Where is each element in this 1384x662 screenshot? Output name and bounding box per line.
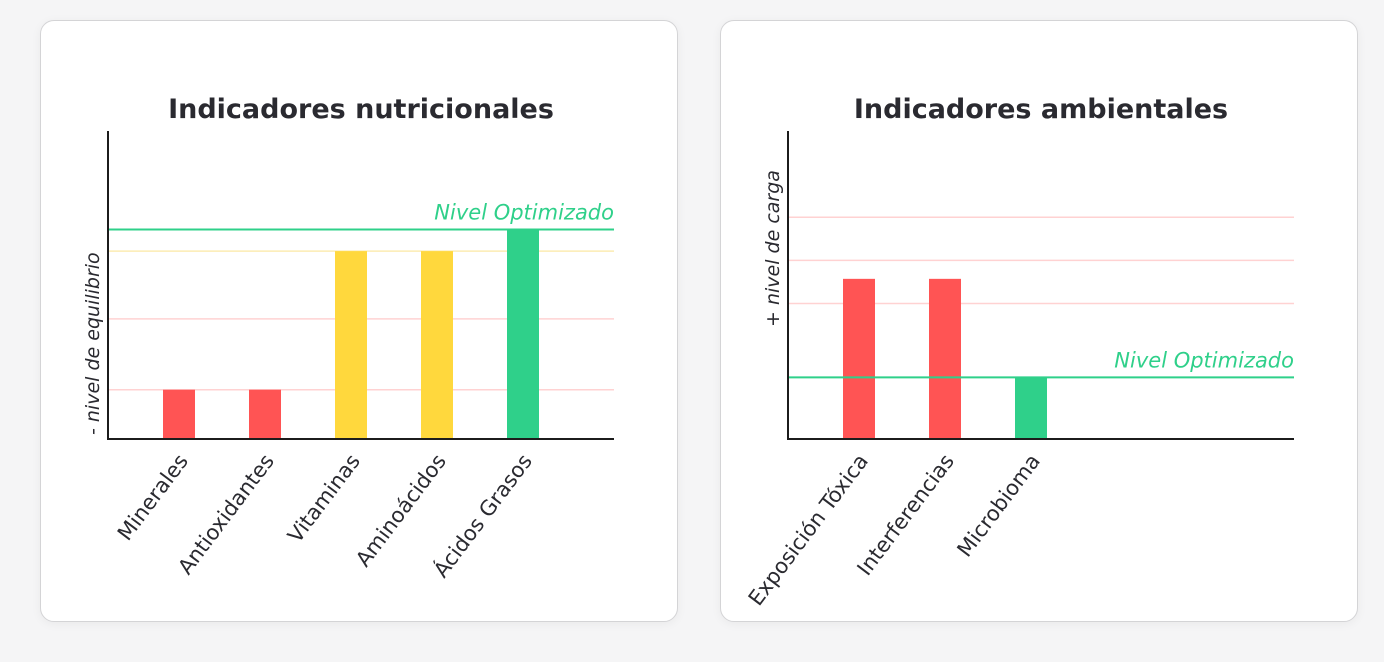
nutrition-bar-2: [335, 251, 367, 439]
nutrition-bar-1: [249, 389, 281, 439]
environment-chart-card: Indicadores ambientales + nivel de carga N…: [720, 20, 1358, 622]
nutrition-bar-4: [507, 229, 539, 439]
environment-optimal-label: Nivel Optimizado: [1114, 348, 1294, 372]
nutrition-chart-card: Indicadores nutricionales - nivel de equi…: [40, 20, 678, 622]
nutrition-tick-label-0: Minerales: [113, 450, 193, 545]
environment-tick-label-2: Microbioma: [952, 450, 1045, 562]
nutrition-bar-3: [421, 251, 453, 439]
nutrition-bar-0: [163, 389, 195, 439]
nutrition-chart: Indicadores nutricionales - nivel de equi…: [82, 94, 614, 582]
environment-bar-2: [1015, 377, 1047, 439]
nutrition-y-axis-label: - nivel de equilibrio: [82, 252, 104, 435]
nutrition-tick-label-2: Vitaminas: [283, 450, 365, 548]
environment-bar-1: [929, 278, 961, 439]
environment-chart-title: Indicadores ambientales: [854, 94, 1228, 125]
environment-y-axis-label: + nivel de carga: [762, 170, 784, 327]
environment-bar-0: [843, 278, 875, 439]
nutrition-tick-label-3: Aminoácidos: [351, 450, 451, 572]
environment-chart: Indicadores ambientales + nivel de carga N…: [744, 94, 1294, 611]
nutrition-optimal-label: Nivel Optimizado: [434, 201, 614, 225]
environment-tick-label-0: Exposición Tóxica: [744, 450, 873, 611]
nutrition-chart-title: Indicadores nutricionales: [168, 94, 554, 125]
